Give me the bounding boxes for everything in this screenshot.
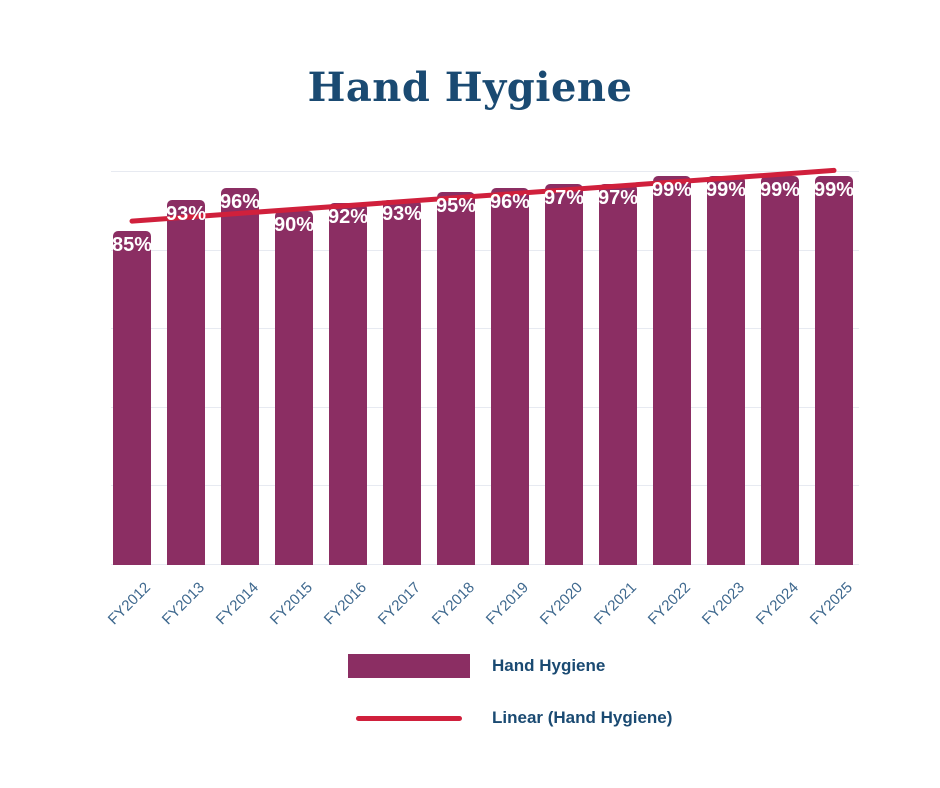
bar-data-label: 90%: [273, 214, 315, 237]
bar-FY2020: [545, 183, 583, 565]
bar-series-swatch-icon: [348, 654, 470, 678]
gridline: [111, 485, 859, 487]
bar-data-label: 97%: [597, 186, 639, 209]
bar-data-label: 96%: [219, 190, 261, 213]
bar-data-label: 99%: [813, 178, 855, 201]
bar-data-label: 92%: [327, 206, 369, 229]
gridlines-layer: [111, 171, 859, 565]
bar-data-label: 93%: [381, 202, 423, 225]
bar-FY2015: [275, 211, 313, 565]
legend-item-hand-hygiene: Hand Hygiene: [348, 654, 672, 678]
bar-FY2014: [221, 187, 259, 565]
bar-data-label: 96%: [489, 190, 531, 213]
bar-FY2025: [815, 175, 853, 565]
bar-data-label: 95%: [435, 194, 477, 217]
legend-item-linear: Linear (Hand Hygiene): [348, 706, 672, 730]
bar-data-label: 97%: [543, 186, 585, 209]
bar-data-label: 93%: [165, 202, 207, 225]
gridline: [111, 564, 859, 565]
bar-FY2024: [761, 175, 799, 565]
bar-FY2012: [113, 230, 151, 565]
bar-FY2023: [707, 175, 745, 565]
bar-labels-layer: 85% 93% 96% 90% 92% 93% 95% 96% 97% 97% 99% 99% 99% 9…: [112, 172, 854, 565]
bar-FY2019: [491, 187, 529, 565]
bar-data-label: 85%: [111, 233, 153, 256]
bar-FY2013: [167, 199, 205, 565]
bar-FY2016: [329, 203, 367, 565]
gridline: [111, 171, 859, 172]
bar-FY2017: [383, 199, 421, 565]
bar-FY2022: [653, 175, 691, 565]
bar-FY2021: [599, 183, 637, 565]
trendline: [129, 167, 837, 224]
bars-layer: [113, 172, 853, 565]
gridline: [111, 328, 859, 330]
legend: Hand Hygiene Linear (Hand Hygiene): [348, 654, 672, 730]
chart-title: Hand Hygiene: [307, 64, 633, 111]
legend-label-hand-hygiene: Hand Hygiene: [492, 656, 606, 675]
gridline: [111, 249, 859, 251]
x-axis-labels: FY2012 FY2013 FY2014 FY2015 FY2016 FY2017 FY20…: [105, 565, 856, 645]
gridline: [111, 406, 859, 408]
bar-data-label: 99%: [651, 178, 693, 201]
bar-FY2018: [437, 191, 475, 565]
trendline-swatch-icon: [356, 715, 462, 721]
bar-data-label: 99%: [759, 178, 801, 201]
plot-area: 85% 93% 96% 90% 92% 93% 95% 96% 97% 97% 99% 99% 99% 9…: [105, 167, 859, 628]
trendline-path: [129, 167, 837, 224]
bar-data-label: 99%: [705, 178, 747, 201]
legend-label-linear: Linear (Hand Hygiene): [492, 708, 673, 727]
